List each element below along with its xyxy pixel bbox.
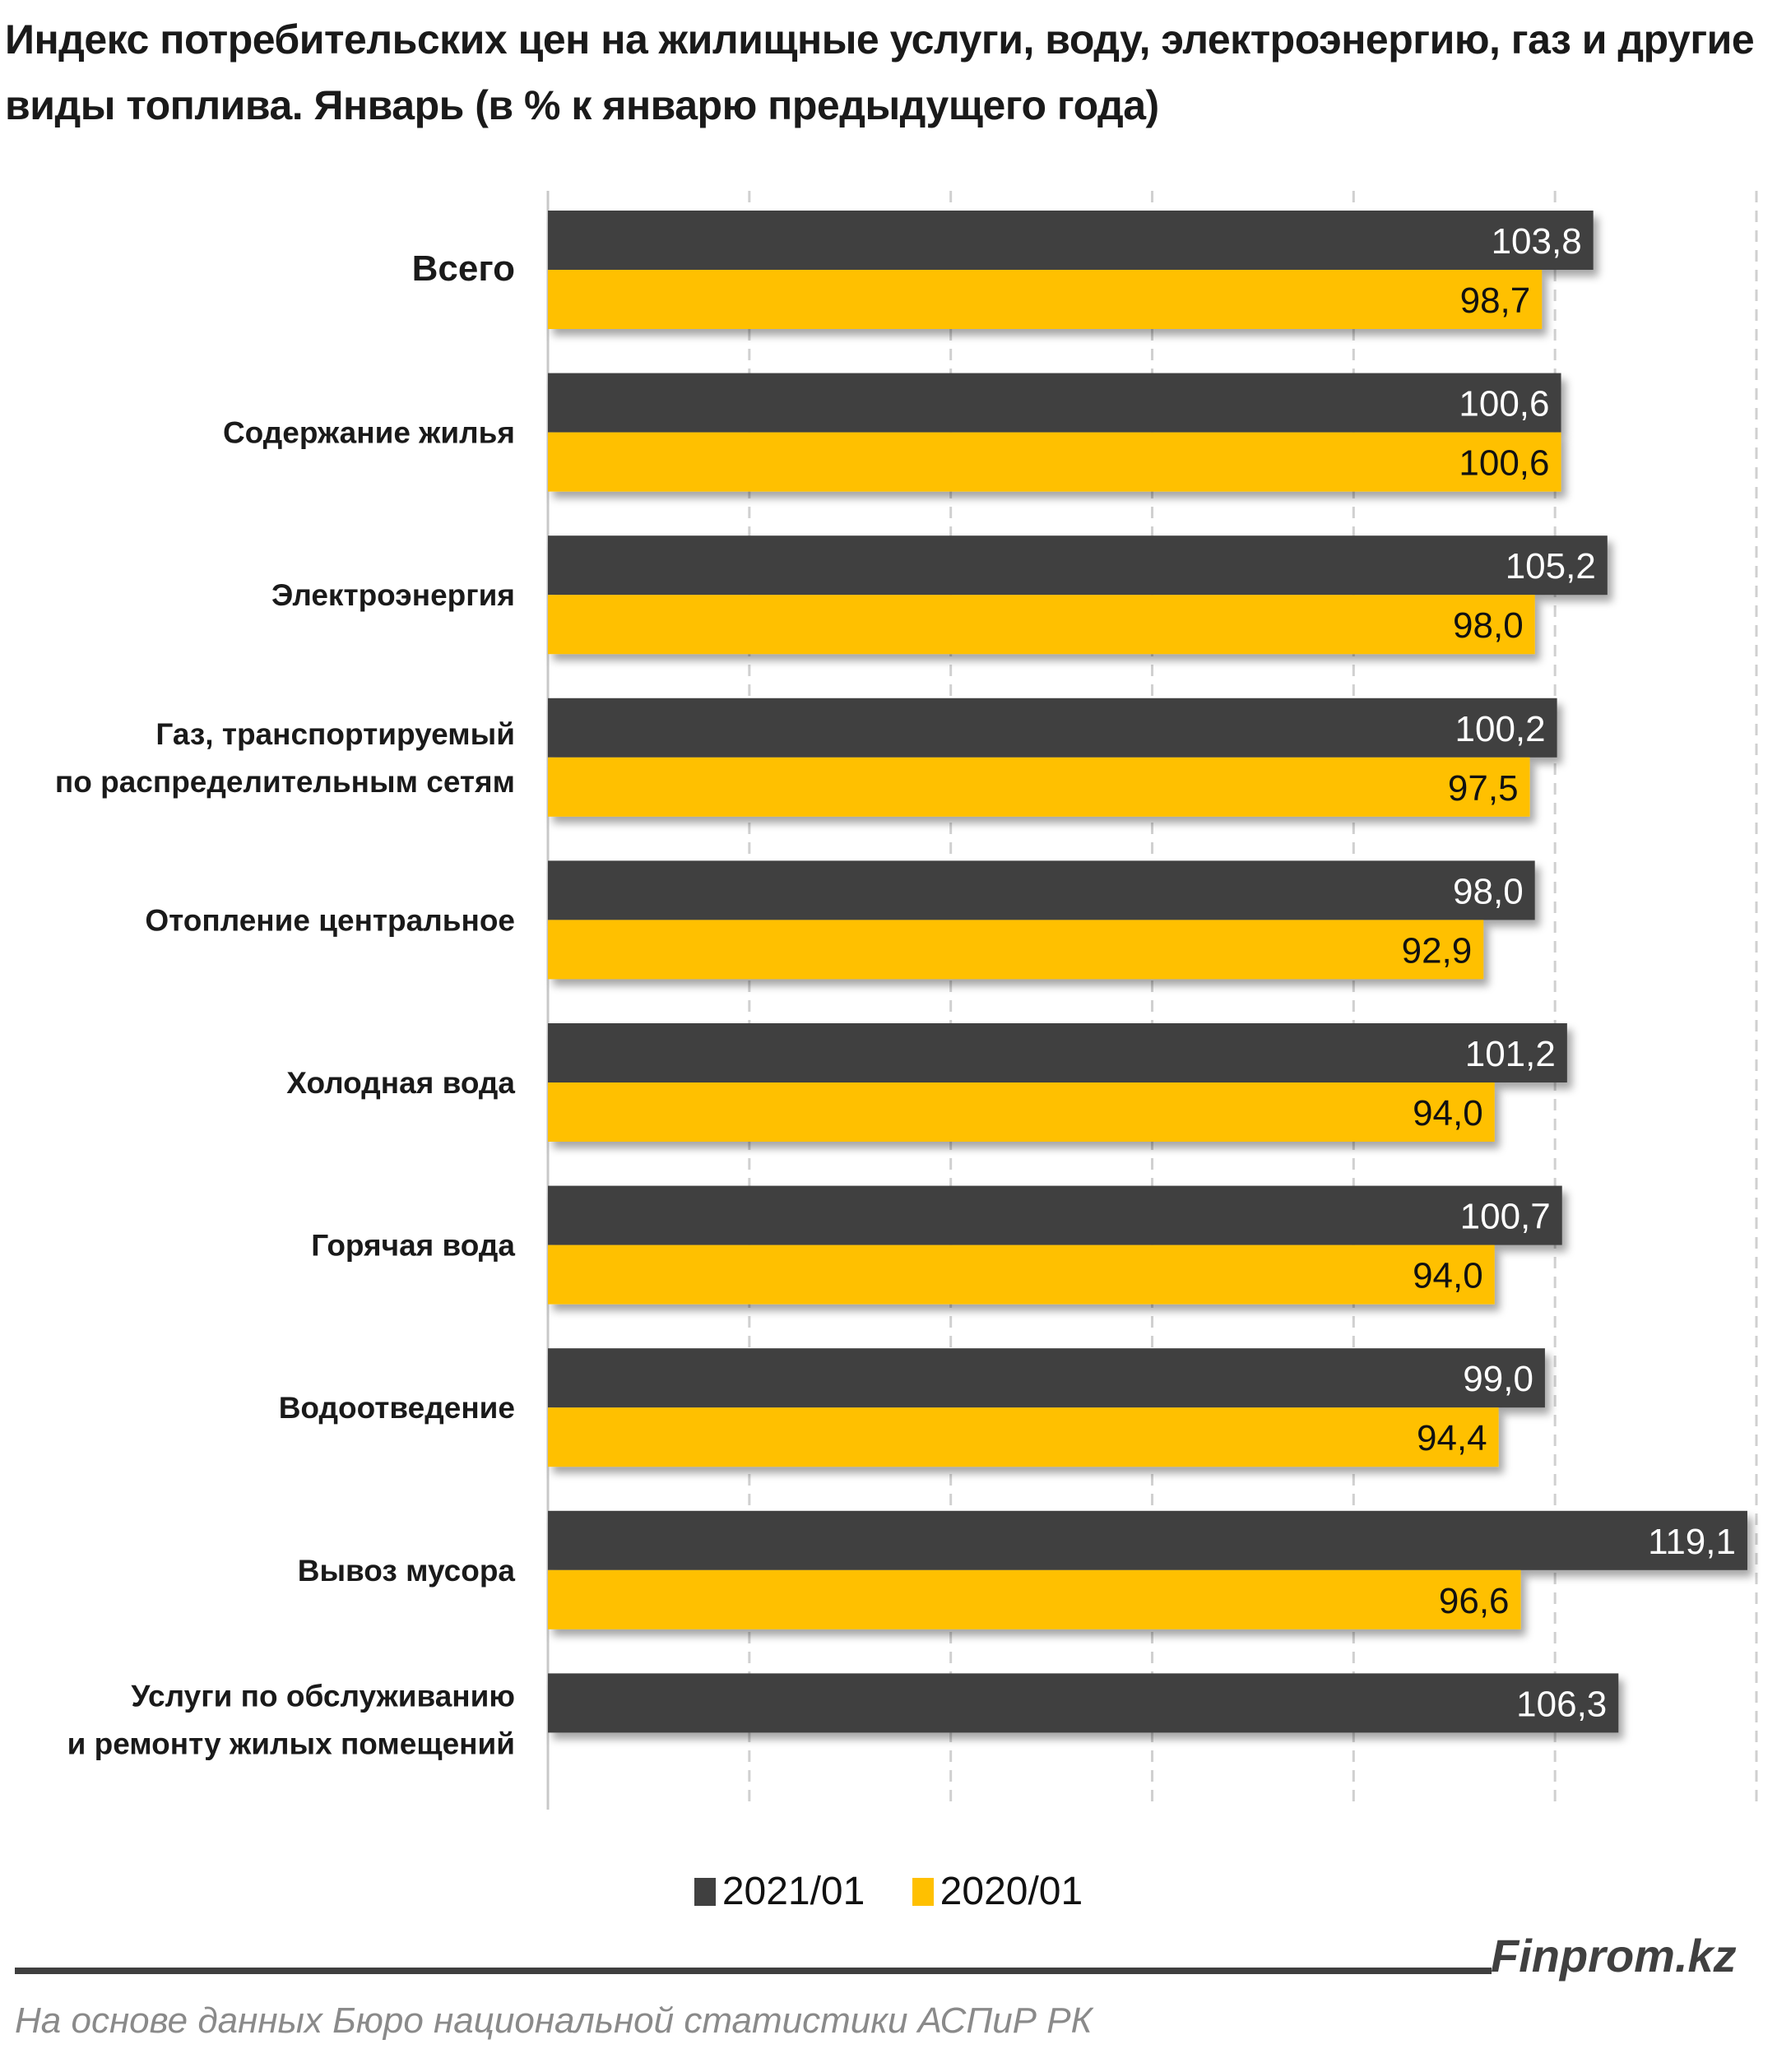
data-label: 96,6 — [1439, 1581, 1510, 1621]
data-label: 100,6 — [1459, 384, 1549, 424]
bar-2021-01 — [548, 535, 1608, 596]
bar-2021-01 — [548, 211, 1594, 270]
chart-title: Индекс потребительских цен на жилищные у… — [5, 16, 1755, 128]
data-label: 98,0 — [1453, 605, 1524, 646]
data-label: 98,0 — [1453, 871, 1524, 911]
category-label: Водоотведение — [279, 1391, 515, 1425]
category-label: Газ, транспортируемый — [155, 717, 515, 751]
category-label: Вывоз мусора — [298, 1554, 516, 1588]
brand-logo: Finprom.kz — [1491, 1930, 1737, 1982]
bar-2020-01 — [548, 1082, 1495, 1142]
data-label: 100,2 — [1455, 709, 1546, 749]
data-label: 103,8 — [1492, 221, 1582, 262]
bar-2020-01 — [548, 1407, 1499, 1467]
bar-2020-01 — [548, 757, 1530, 817]
data-label: 97,5 — [1448, 768, 1519, 809]
category-label: Услуги по обслуживанию — [131, 1679, 515, 1713]
bar-2021-01 — [548, 373, 1561, 433]
bar-2021-01 — [548, 698, 1557, 758]
source-note: На основе данных Бюро национальной стати… — [15, 2000, 1093, 2041]
bar-2020-01 — [548, 1569, 1521, 1629]
data-label: 92,9 — [1402, 930, 1473, 971]
data-label: 100,7 — [1460, 1197, 1551, 1237]
bar-2021-01 — [548, 1673, 1619, 1733]
footer-divider — [15, 1968, 1492, 1974]
data-label: 106,3 — [1516, 1684, 1607, 1724]
bar-2021-01 — [548, 1348, 1545, 1408]
legend-swatch-2021 — [694, 1877, 716, 1906]
data-label: 119,1 — [1648, 1522, 1736, 1562]
legend-label-2021: 2021/01 — [721, 1870, 865, 1913]
category-label: Горячая вода — [311, 1229, 515, 1263]
bar-2021-01 — [548, 1185, 1562, 1245]
category-label: по распределительным сетям — [55, 765, 515, 799]
data-label: 98,7 — [1460, 280, 1531, 321]
category-label: Электроэнергия — [271, 578, 515, 612]
bar-2020-01 — [548, 270, 1543, 329]
bar-2020-01 — [548, 595, 1535, 655]
bar-2021-01 — [548, 1023, 1567, 1082]
data-label: 99,0 — [1463, 1359, 1533, 1399]
data-label: 94,0 — [1413, 1256, 1483, 1296]
bar-2021-01 — [548, 860, 1535, 920]
bar-2020-01 — [548, 920, 1484, 980]
category-label: Отопление центральное — [145, 903, 515, 937]
bar-chart: 103,8 98,7 100,6 100,6 105,2 98,0 100,2 97,5 98,… — [55, 191, 1758, 1810]
data-label: 100,6 — [1459, 443, 1549, 484]
data-label: 94,4 — [1417, 1418, 1487, 1458]
data-label: 105,2 — [1506, 546, 1596, 586]
category-label: Содержание жилья — [223, 416, 515, 450]
legend-label-2020: 2020/01 — [940, 1870, 1083, 1913]
bar-2021-01 — [548, 1510, 1747, 1570]
legend-item-2021: 2021/01 — [694, 1869, 865, 1914]
category-label: Холодная вода — [286, 1066, 515, 1100]
bar-2020-01 — [548, 1245, 1495, 1305]
legend-item-2020: 2020/01 — [912, 1869, 1083, 1914]
legend-swatch-2020 — [912, 1877, 934, 1906]
data-label: 101,2 — [1465, 1034, 1556, 1074]
category-label: и ремонту жилых помещений — [67, 1727, 515, 1760]
category-label: Всего — [412, 248, 515, 289]
data-label: 94,0 — [1413, 1093, 1483, 1133]
bar-2020-01 — [548, 432, 1561, 492]
legend: 2021/01 2020/01 — [0, 1869, 1777, 1916]
